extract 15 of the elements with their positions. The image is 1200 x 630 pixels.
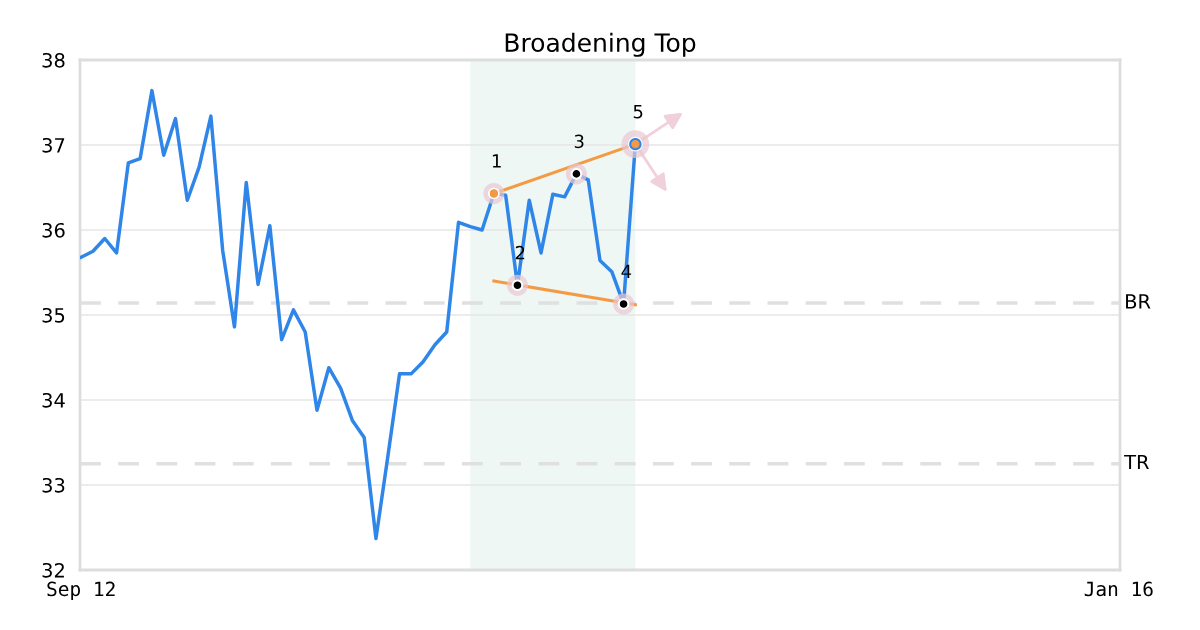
chart-title: Broadening Top <box>505 32 696 57</box>
y-tick-label: 33 <box>42 477 65 493</box>
y-tick-label: 37 <box>42 137 65 153</box>
ref-line-label: BR <box>1126 294 1151 309</box>
annotation: 1 <box>492 154 501 168</box>
y-tick-label: 35 <box>42 307 65 323</box>
annotation: 3 <box>574 134 584 149</box>
x-tick-label: Jan 16 <box>1084 581 1153 597</box>
y-tick-label: 34 <box>42 392 65 408</box>
y-tick-label: 38 <box>42 52 65 68</box>
y-tick-label: 36 <box>42 222 65 238</box>
ref-line-label: TR <box>1124 454 1149 470</box>
x-tick-label: Sep 12 <box>47 581 115 601</box>
annotation: 5 <box>633 105 643 119</box>
y-tick-label: 32 <box>42 562 64 578</box>
